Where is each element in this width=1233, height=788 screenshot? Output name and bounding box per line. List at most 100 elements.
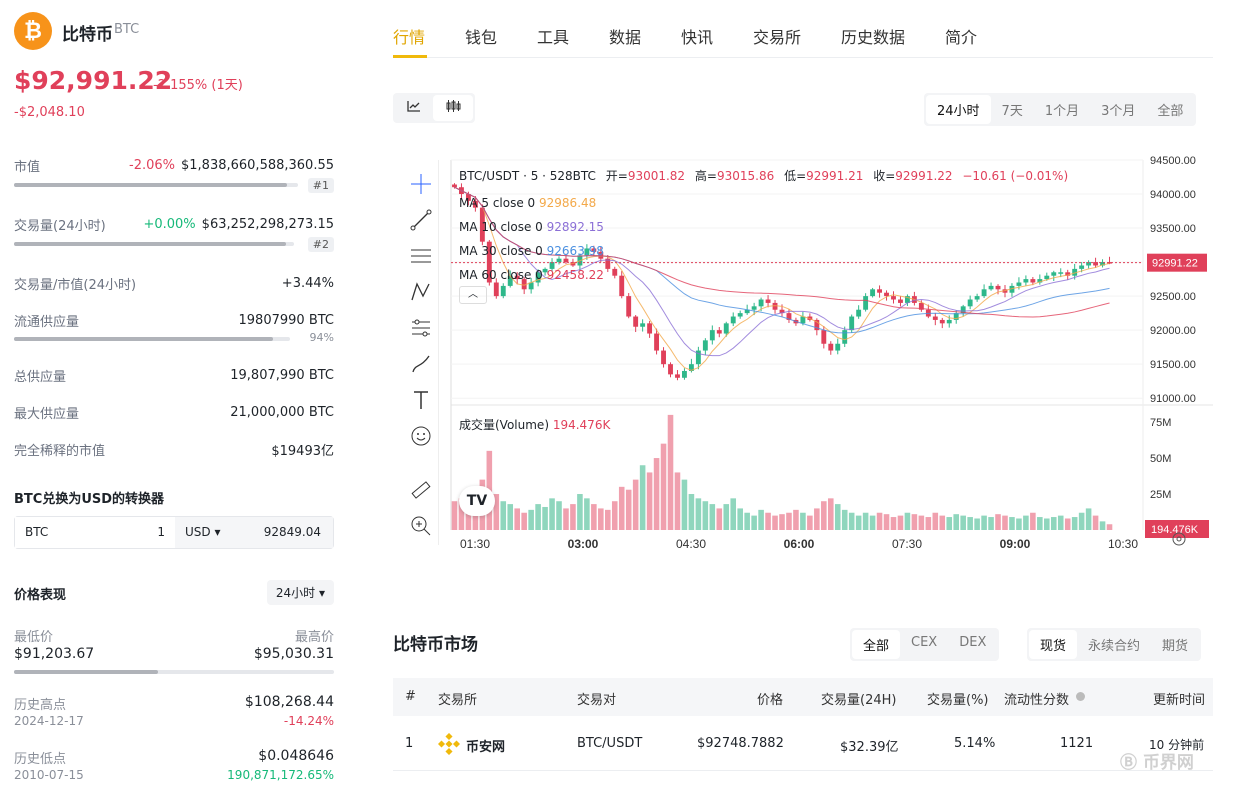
volume-bar (1009, 517, 1015, 530)
volume-bar (514, 508, 520, 530)
converter-from-field[interactable]: BTC 1 (15, 517, 175, 548)
candle-body (549, 262, 555, 269)
fib-icon[interactable] (409, 244, 433, 268)
candle-body (758, 299, 764, 307)
volume-bar (646, 472, 653, 530)
pattern-icon[interactable] (409, 280, 433, 304)
tab-market[interactable]: 行情 (393, 28, 426, 47)
chart-settings-icon[interactable] (1169, 529, 1189, 549)
ma30-label: MA 30 close 0 (459, 244, 543, 258)
candle-body (1107, 262, 1112, 264)
period-all[interactable]: 全部 (1157, 104, 1184, 119)
text-icon[interactable] (409, 388, 433, 412)
ath-label: 历史高点 (14, 698, 67, 713)
ruler-icon[interactable] (409, 478, 433, 502)
th-liquidity[interactable]: 流动性分数 (1004, 693, 1070, 708)
tab-news[interactable]: 快讯 (681, 28, 714, 47)
volume-bar (1044, 518, 1050, 530)
collapse-legend-button[interactable]: ︿ (459, 286, 487, 304)
th-volume[interactable]: 交易量(24H) (821, 693, 897, 708)
zoom-in-icon[interactable] (409, 514, 433, 538)
tab-exchanges[interactable]: 交易所 (753, 28, 802, 47)
tradingview-logo-icon[interactable]: TV (459, 486, 495, 516)
filter-futures[interactable]: 期货 (1162, 639, 1189, 654)
period-3m[interactable]: 3个月 (1101, 104, 1136, 119)
performance-period-select[interactable]: 24小时 ▾ (266, 580, 334, 605)
market-type-filter: 现货 永续合约 期货 (1027, 628, 1202, 661)
converter-currency-select[interactable]: USD ▾ (185, 525, 221, 539)
row-price: $92748.7882 (697, 736, 784, 751)
binance-logo-icon (437, 732, 461, 756)
candle-body (1023, 279, 1029, 283)
line-chart-icon[interactable] (395, 95, 433, 121)
period-1m[interactable]: 1个月 (1044, 104, 1080, 119)
volume-bar (800, 512, 806, 530)
price-change-abs: -$2,048.10 (14, 105, 85, 120)
total-supply-row: 总供应量 19,807,990 BTC (14, 366, 334, 385)
candle-body (688, 364, 694, 371)
volume-bar (521, 512, 527, 530)
volume-bar (897, 515, 904, 530)
tab-intro[interactable]: 简介 (945, 28, 978, 47)
volume-bar (611, 501, 618, 530)
filter-spot[interactable]: 现货 (1029, 630, 1078, 659)
volume-bar (500, 501, 507, 530)
volume-bar (639, 465, 646, 530)
row-exchange[interactable]: 币安网 (466, 740, 506, 755)
volume-bar (960, 515, 966, 530)
time-tick-label: 07:30 (892, 537, 922, 551)
volume-bar (946, 517, 953, 530)
volume-tick-label: 25M (1150, 489, 1171, 501)
volume-bar (939, 515, 946, 530)
volume-bar (570, 504, 576, 530)
period-7d[interactable]: 7天 (1001, 104, 1023, 119)
atl-date: 2010-07-15 (14, 768, 84, 782)
converter-to-field[interactable]: USD ▾ 92849.04 (175, 517, 333, 548)
brush-icon[interactable] (409, 352, 433, 376)
volume-rank: #2 (307, 237, 334, 252)
volume-bar (772, 515, 778, 530)
tab-tools[interactable]: 工具 (537, 28, 570, 47)
candle-body (661, 350, 666, 365)
filter-cex[interactable]: CEX (911, 635, 938, 650)
filter-dex[interactable]: DEX (959, 635, 987, 650)
market-table-header: # 交易所 交易对 价格 交易量(24H) 交易量(%) 流动性分数 更新时间 (393, 678, 1213, 716)
price-chart[interactable]: 94500.0094000.0093500.0093000.0092500.00… (403, 150, 1213, 560)
candle-body (1100, 262, 1105, 266)
vol-mcap-row: 交易量/市值(24小时) +3.44% (14, 274, 334, 293)
row-rank: 1 (405, 736, 414, 751)
legend-high-label: 高= (694, 169, 717, 183)
candle-body (521, 279, 527, 290)
candlestick-icon[interactable] (433, 95, 473, 121)
trendline-icon[interactable] (409, 208, 433, 232)
tab-data[interactable]: 数据 (609, 28, 642, 47)
volume-bar (869, 515, 876, 530)
candle-body (870, 289, 876, 297)
converter-from-amount[interactable]: 1 (157, 525, 165, 539)
tab-wallet[interactable]: 钱包 (465, 28, 498, 47)
price-tick-label: 91000.00 (1150, 393, 1196, 405)
chart-canvas[interactable]: 94500.0094000.0093500.0093000.0092500.00… (443, 150, 1213, 560)
emoji-icon[interactable] (409, 424, 433, 448)
volume-bar (688, 494, 695, 530)
filter-all[interactable]: 全部 (852, 630, 901, 659)
candle-body (702, 340, 708, 351)
volume-bar (577, 494, 583, 530)
volume-bar (1064, 518, 1071, 530)
th-rank: # (405, 689, 416, 704)
tab-history[interactable]: 历史数据 (841, 28, 906, 47)
volume-bar (716, 508, 723, 530)
info-icon[interactable] (1076, 692, 1085, 701)
row-pair[interactable]: BTC/USDT (577, 736, 643, 751)
candle-body (709, 330, 715, 341)
filter-perpetual[interactable]: 永续合约 (1088, 639, 1141, 654)
th-volume-pct[interactable]: 交易量(%) (927, 693, 989, 708)
crosshair-icon[interactable] (409, 172, 433, 196)
period-24h[interactable]: 24小时 (926, 95, 991, 124)
measure-icon[interactable] (409, 316, 433, 340)
volume-bar (605, 509, 611, 530)
th-price[interactable]: 价格 (757, 693, 784, 708)
watermark-coin-icon: Ⓑ (1120, 753, 1137, 773)
volume-bar (1099, 521, 1106, 530)
candle-body (835, 343, 841, 351)
